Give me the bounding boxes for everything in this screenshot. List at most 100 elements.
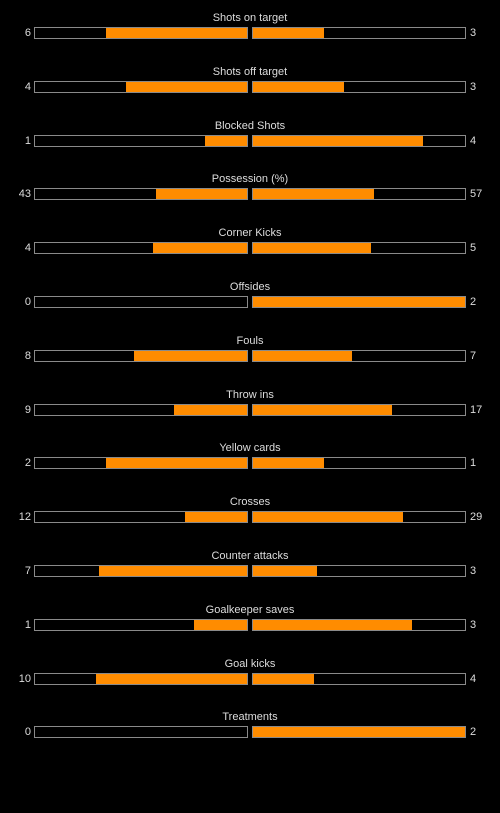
stat-label: Shots on target: [212, 12, 288, 24]
home-bar: [34, 457, 248, 470]
stat-label: Offsides: [229, 280, 271, 293]
match-statistics: Shots on target 6 3 Shots off target 4 3 Block…: [0, 11, 500, 764]
away-value: 5: [470, 242, 477, 255]
home-bar-fill: [125, 81, 247, 92]
home-bar-fill: [95, 673, 247, 684]
away-bar: [252, 188, 466, 201]
away-bar-fill: [253, 512, 403, 523]
home-bar-fill: [194, 619, 247, 630]
away-bar: [252, 457, 466, 470]
home-bar: [34, 27, 248, 39]
home-bar-fill: [173, 404, 247, 415]
home-bar: [34, 511, 248, 524]
stat-row: Counter attacks 7 3: [0, 549, 500, 603]
away-value: 7: [470, 349, 477, 362]
home-bar: [34, 80, 248, 93]
away-bar: [252, 726, 466, 739]
away-value: 3: [470, 80, 477, 93]
home-value: 0: [24, 295, 31, 308]
away-bar-fill: [253, 404, 392, 415]
stat-label: Possession (%): [211, 173, 289, 186]
home-value: 43: [18, 188, 31, 201]
away-value: 3: [470, 27, 477, 39]
home-value: 9: [24, 403, 31, 416]
stat-label: Fouls: [236, 334, 264, 347]
away-bar-fill: [253, 673, 314, 684]
stat-row: Shots off target 4 3: [0, 65, 500, 119]
stat-label: Goalkeeper saves: [205, 603, 295, 616]
home-value: 1: [24, 134, 31, 147]
stat-label: Counter attacks: [211, 549, 289, 562]
home-bar: [34, 295, 248, 308]
home-value: 0: [24, 726, 31, 739]
home-value: 12: [18, 511, 31, 524]
home-value: 1: [24, 618, 31, 631]
away-bar-fill: [253, 350, 352, 361]
away-bar: [252, 349, 466, 362]
home-bar-fill: [105, 28, 247, 38]
away-value: 2: [470, 726, 477, 739]
home-bar: [34, 618, 248, 631]
home-value: 7: [24, 564, 31, 577]
home-bar: [34, 188, 248, 201]
away-bar: [252, 618, 466, 631]
stat-label: Yellow cards: [219, 442, 281, 455]
home-bar-fill: [98, 565, 247, 576]
stat-row: Goal kicks 10 4: [0, 657, 500, 711]
away-value: 3: [470, 564, 477, 577]
home-value: 4: [24, 80, 31, 93]
away-bar: [252, 27, 466, 39]
stat-row: Blocked Shots 1 4: [0, 119, 500, 173]
home-bar: [34, 349, 248, 362]
away-bar-fill: [253, 619, 412, 630]
stat-label: Blocked Shots: [214, 119, 286, 132]
stat-label: Shots off target: [212, 65, 288, 78]
away-bar: [252, 672, 466, 685]
away-bar-fill: [253, 458, 324, 469]
away-value: 57: [470, 188, 483, 201]
home-value: 10: [18, 672, 31, 685]
home-bar: [34, 564, 248, 577]
home-value: 6: [24, 27, 31, 39]
away-value: 2: [470, 295, 477, 308]
stat-label: Treatments: [222, 711, 278, 724]
away-bar: [252, 134, 466, 147]
stat-label: Corner Kicks: [218, 227, 282, 240]
away-bar: [252, 295, 466, 308]
away-bar-fill: [253, 81, 344, 92]
stat-row: Shots on target 6 3: [0, 11, 500, 65]
away-bar-fill: [253, 296, 465, 307]
home-bar: [34, 726, 248, 739]
away-bar: [252, 564, 466, 577]
home-bar-fill: [155, 189, 247, 200]
away-value: 3: [470, 618, 477, 631]
stat-row: Possession (%) 43 57: [0, 172, 500, 226]
home-bar: [34, 134, 248, 147]
home-bar-fill: [134, 350, 247, 361]
home-value: 2: [24, 457, 31, 470]
away-bar-fill: [253, 565, 317, 576]
away-bar-fill: [253, 135, 423, 146]
away-bar: [252, 80, 466, 93]
away-bar-fill: [253, 727, 465, 738]
stat-label: Crosses: [229, 496, 271, 509]
away-bar: [252, 511, 466, 524]
stat-label: Throw ins: [226, 388, 274, 401]
home-bar-fill: [105, 458, 247, 469]
away-value: 4: [470, 672, 477, 685]
home-value: 8: [24, 349, 31, 362]
stat-row: Goalkeeper saves 1 3: [0, 603, 500, 657]
stat-row: Throw ins 9 17: [0, 388, 500, 442]
stat-label: Goal kicks: [224, 657, 276, 670]
stat-row: Crosses 12 29: [0, 495, 500, 549]
away-bar-fill: [253, 243, 371, 254]
home-bar: [34, 242, 248, 255]
stat-row: Treatments 0 2: [0, 710, 500, 764]
stat-row: Corner Kicks 4 5: [0, 226, 500, 280]
away-bar: [252, 242, 466, 255]
home-value: 4: [24, 242, 31, 255]
away-bar-fill: [253, 189, 374, 200]
away-bar-fill: [253, 28, 324, 38]
away-value: 29: [470, 511, 483, 524]
away-value: 17: [470, 403, 483, 416]
